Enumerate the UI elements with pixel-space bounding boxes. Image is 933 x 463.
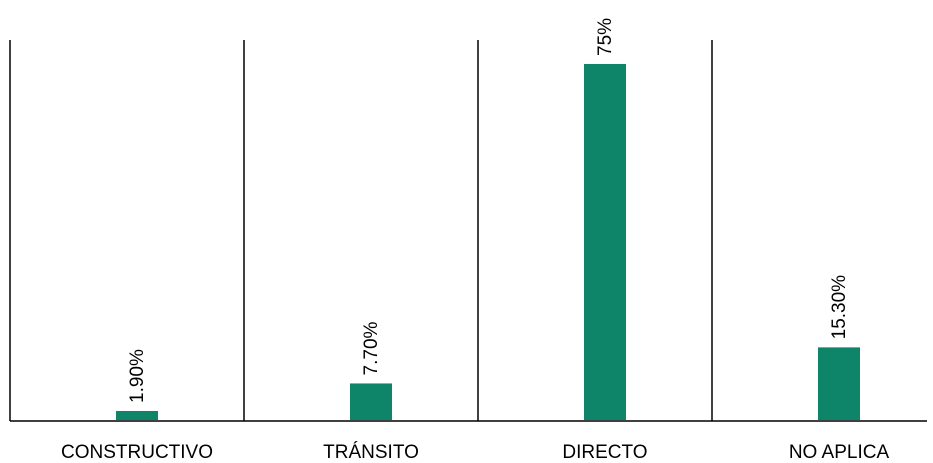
category-separators: [9, 40, 713, 421]
bar-3: [818, 347, 860, 420]
data-label-1: 7.70%: [361, 321, 382, 375]
data-label-3: 15.30%: [829, 275, 850, 340]
bars-group: [116, 63, 860, 420]
category-label-3: NO APLICA: [789, 442, 890, 463]
bar-2: [584, 63, 626, 420]
data-label-2: 75%: [595, 18, 616, 56]
category-label-1: TRÁNSITO: [323, 442, 419, 463]
bar-0: [116, 410, 158, 420]
category-labels-group: CONSTRUCTIVO TRÁNSITO DIRECTO NO APLICA: [61, 442, 889, 463]
data-label-0: 1.90%: [127, 349, 148, 403]
category-label-2: DIRECTO: [562, 442, 647, 463]
bar-1: [350, 383, 392, 420]
category-label-0: CONSTRUCTIVO: [61, 442, 213, 463]
value-labels-group: 1.90% 7.70% 75% 15.30%: [127, 18, 850, 403]
